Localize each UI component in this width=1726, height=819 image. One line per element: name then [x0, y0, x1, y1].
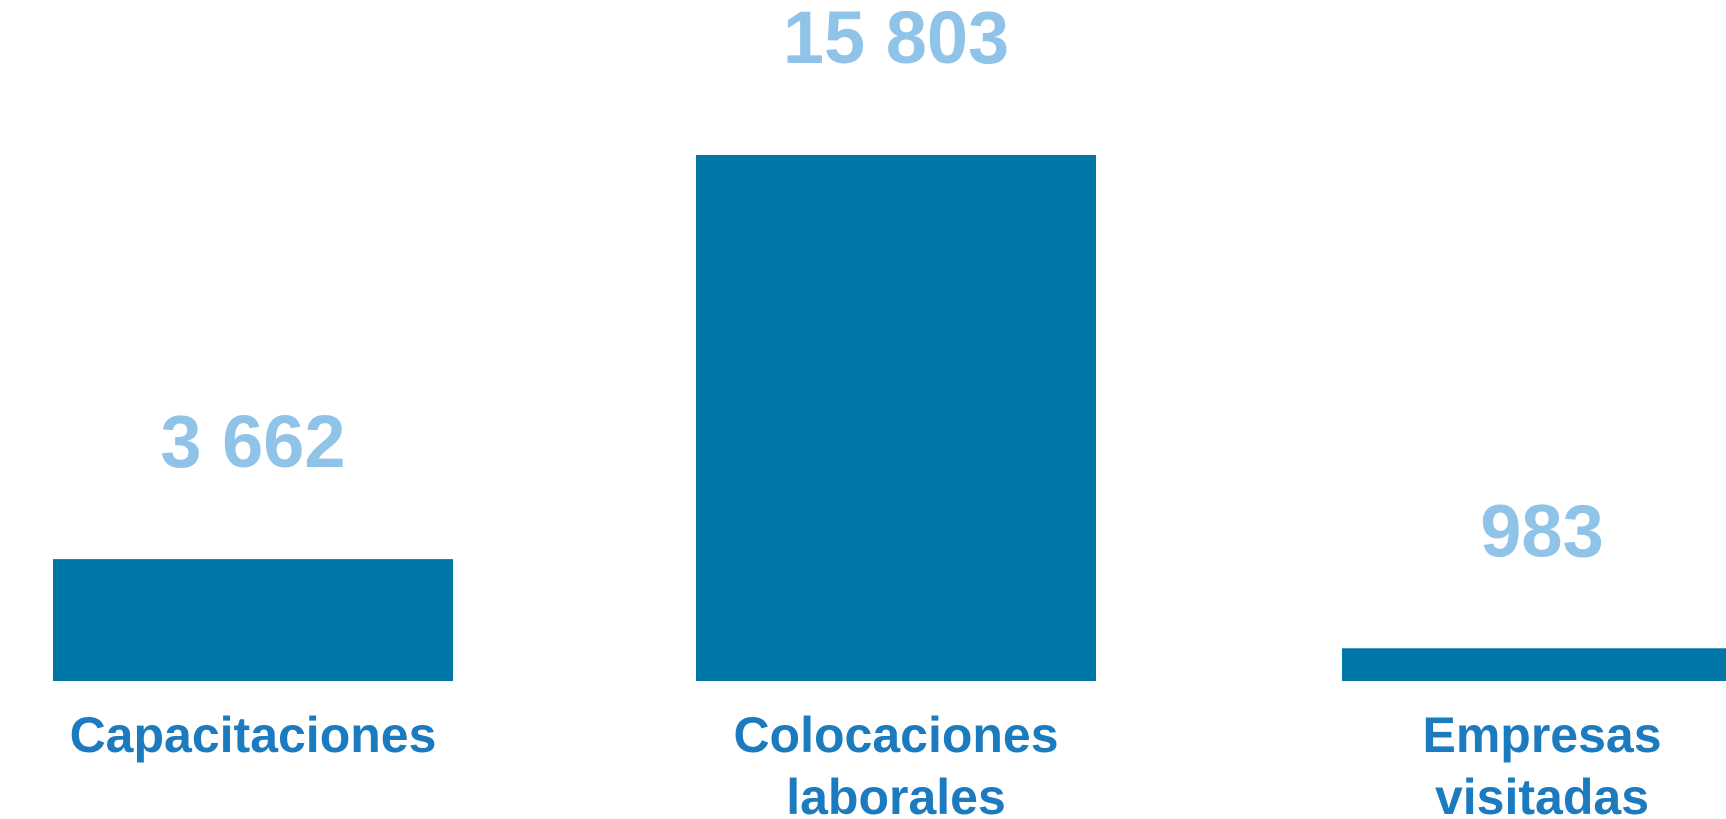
category-label-line: laborales — [786, 769, 1006, 819]
category-label-line: Capacitaciones — [70, 707, 437, 763]
category-label-line: Colocaciones — [733, 707, 1058, 763]
category-label-line: visitadas — [1435, 769, 1649, 819]
category-label-1: Capacitaciones — [70, 707, 437, 763]
category-label-3: Empresas visitadas — [1422, 707, 1661, 819]
value-label-1: 3 662 — [160, 400, 345, 483]
category-label-2: Colocaciones laborales — [733, 707, 1058, 819]
bar-2 — [696, 155, 1096, 681]
bar-3 — [1342, 648, 1726, 681]
category-label-line: Empresas — [1422, 707, 1661, 763]
value-label-3: 983 — [1480, 489, 1603, 572]
bar-1 — [53, 559, 453, 681]
value-label-2: 15 803 — [783, 0, 1009, 79]
